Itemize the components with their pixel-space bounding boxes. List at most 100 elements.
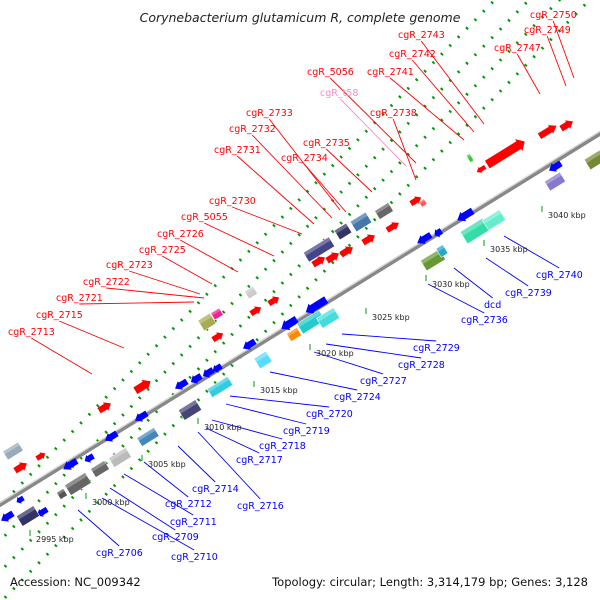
gene-box: [286, 327, 302, 342]
leader-line: [197, 431, 261, 500]
forward-gene-arrow: [361, 234, 375, 246]
leader-line: [503, 235, 560, 269]
forward-gene-arrow: [267, 296, 280, 307]
scale-label: 3030 kbp: [432, 280, 470, 289]
figure-title: Corynebacterium glutamicum R, complete g…: [139, 10, 461, 25]
gene-label: cgR_2720: [306, 409, 353, 420]
scale-label: 3040 kbp: [548, 211, 586, 220]
gene-box: [374, 202, 394, 220]
leader-line: [236, 155, 315, 225]
leader-line: [552, 20, 575, 79]
gene-label: cgR_2726: [157, 229, 204, 240]
leader-line: [77, 509, 120, 547]
leader-line: [143, 461, 189, 498]
leader-line: [546, 35, 567, 87]
gene-label: cgR_2731: [214, 145, 261, 156]
leader-line: [229, 395, 330, 408]
gene-box: [544, 171, 566, 192]
gene-box: [210, 307, 224, 321]
leader-line: [453, 267, 493, 299]
forward-gene-arrow: [97, 402, 111, 414]
reverse-gene-arrow: [243, 338, 257, 350]
reverse-gene-arrow: [202, 367, 215, 378]
leader-line: [516, 53, 541, 95]
reverse-gene-arrow: [305, 296, 329, 314]
gene-box: [481, 209, 507, 231]
gene-label: cgR_2749: [524, 25, 571, 36]
gene-label: cgR_2733: [246, 108, 293, 119]
leader-line: [325, 343, 422, 359]
leader-line: [161, 255, 213, 285]
forward-gene-arrow: [13, 462, 27, 474]
forward-gene-arrow: [325, 252, 339, 264]
reverse-gene-arrow: [476, 164, 487, 173]
reverse-gene-arrow: [84, 453, 95, 463]
reverse-gene-arrow: [434, 228, 444, 238]
gene-label: cgR_2727: [360, 376, 407, 387]
leader-line: [109, 487, 176, 531]
gene-label: cgR_2723: [106, 260, 153, 271]
genome-backbone-line: [0, 130, 600, 508]
gene-label: cgR_2742: [389, 49, 436, 60]
leader-line: [269, 371, 358, 391]
gene-label: cgR_2709: [152, 532, 199, 543]
leader-line: [339, 98, 407, 167]
gene-box: [2, 441, 24, 461]
reverse-gene-arrow: [417, 232, 433, 244]
leader-line: [411, 59, 475, 133]
summary-text: Topology: circular; Length: 3,314,179 bp…: [272, 575, 588, 589]
leader-line: [485, 257, 529, 287]
gene-box: [333, 222, 353, 241]
gene-box: [108, 447, 132, 468]
forward-gene-arrow: [537, 125, 557, 139]
accession-text: Accession: NC_009342: [10, 575, 141, 589]
gene-label: cgR_2711: [170, 517, 217, 528]
leader-line: [392, 118, 417, 181]
gene-label: cgR_2721: [56, 293, 103, 304]
gene-label: cgR_2706: [96, 548, 143, 559]
forward-gene-arrow: [249, 306, 262, 317]
forward-gene-arrow: [385, 222, 399, 233]
scale-label: 3015 kbp: [260, 386, 298, 395]
gene-box: [303, 236, 335, 263]
forward-gene-arrow: [211, 332, 224, 343]
reverse-gene-arrow: [1, 510, 15, 522]
gene-label: cgR_2719: [283, 426, 330, 437]
gene-label: cgR_2739: [505, 288, 552, 299]
reverse-gene-arrow: [457, 207, 475, 222]
leader-line: [177, 445, 216, 483]
reverse-gene-arrow: [105, 430, 119, 442]
gene-label: cgR_2722: [83, 277, 130, 288]
leader-line: [204, 222, 275, 257]
scale-label: 2995 kbp: [36, 535, 74, 544]
forward-gene-arrow: [484, 139, 525, 169]
leader-line: [106, 287, 205, 299]
gene-label: cgR_2738: [370, 108, 417, 119]
forward-gene-arrow: [311, 256, 325, 268]
reverse-gene-arrow: [36, 506, 49, 517]
leader-line: [205, 427, 260, 454]
gene-box: [244, 285, 258, 300]
forward-gene-arrow: [133, 379, 151, 394]
scale-label: 3035 kbp: [490, 245, 528, 254]
genome-backbone: [0, 130, 600, 508]
rna-gene: [465, 153, 475, 163]
gene-label: cgR_2715: [36, 310, 83, 321]
forward-gene-arrow: [339, 246, 353, 258]
gene-label: cgR_2710: [171, 552, 218, 563]
gene-label: cgR_2717: [236, 455, 283, 466]
gene-box: [177, 399, 203, 421]
gene-label: cgR_5056: [307, 67, 354, 78]
gene-label: cgR_2741: [367, 67, 414, 78]
scale-label: 3020 kbp: [316, 349, 354, 358]
leader-line: [123, 473, 194, 516]
gene-label: cgR_2714: [192, 484, 239, 495]
reverse-gene-arrow: [281, 316, 299, 331]
leader-line: [211, 419, 283, 440]
leader-line: [59, 320, 125, 349]
gene-box: [56, 488, 68, 500]
gene-box: [253, 350, 273, 370]
reverse-gene-arrow: [175, 378, 189, 390]
label-leader-lines: [30, 20, 575, 551]
